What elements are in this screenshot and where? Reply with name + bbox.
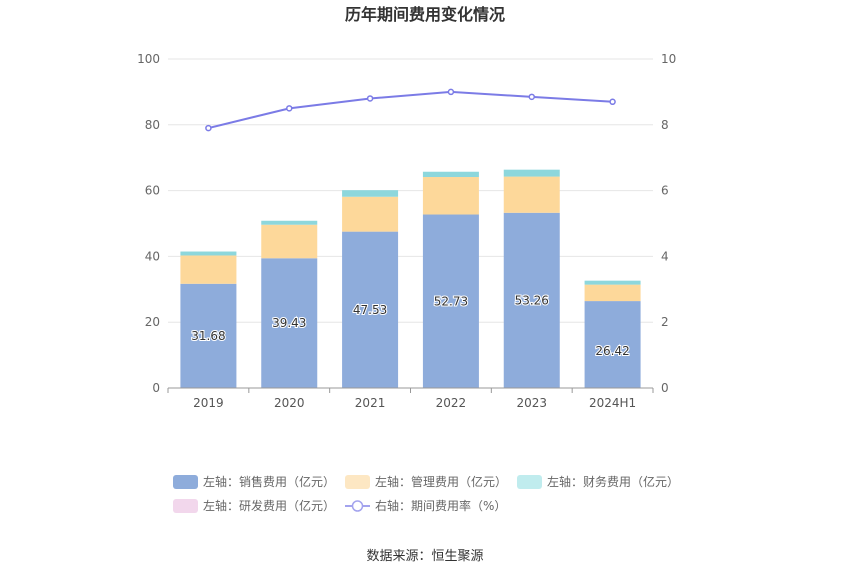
x-tick-label: 2020 (274, 396, 305, 410)
bar-segment (342, 190, 399, 197)
rate-line (208, 90, 613, 130)
right-tick-label: 2 (661, 315, 669, 329)
bar-value-label: 39.43 (272, 316, 306, 330)
bar-segment (180, 251, 237, 256)
left-axis-ticks: 0 20 40 60 80 100 (137, 52, 160, 395)
left-tick-label: 100 (137, 52, 160, 66)
bar-value-label: 26.42 (595, 344, 629, 358)
left-tick-label: 0 (152, 381, 160, 395)
bar-segment (261, 220, 318, 225)
bar-segment (261, 258, 318, 388)
bar-segment (584, 280, 641, 285)
source-note: 数据来源：恒生聚源 (366, 549, 483, 564)
bar-segment (342, 231, 399, 388)
x-axis: 2019 2020 2021 2022 2023 2024H1 (167, 387, 654, 410)
right-tick-label: 6 (661, 184, 669, 198)
right-tick-label: 4 (661, 249, 669, 263)
rate-line-series (205, 88, 616, 132)
bar-data-labels: 31.68 39.43 47.53 52.73 53.26 26.42 (190, 292, 631, 359)
right-axis-ticks: 0 2 4 6 8 10 (661, 52, 676, 395)
legend-label: 左轴：财务费用（亿元） (547, 474, 679, 489)
left-tick-label: 40 (145, 249, 160, 263)
x-tick-label: 2019 (193, 396, 224, 410)
bar-segment (342, 196, 399, 232)
legend-line-marker (351, 500, 364, 512)
bar-segment (261, 224, 318, 259)
legend-label: 左轴：研发费用（亿元） (203, 498, 335, 513)
legend-swatch (173, 499, 198, 513)
rate-point (286, 105, 293, 112)
left-tick-label: 80 (145, 118, 160, 132)
legend-swatch (517, 475, 542, 489)
legend: 左轴：销售费用（亿元） 左轴：管理费用（亿元） 左轴：财务费用（亿元） 左轴：研发费用… (173, 474, 679, 513)
bar-value-label: 52.73 (434, 294, 468, 308)
x-tick-label: 2021 (355, 396, 386, 410)
bar-segment (180, 255, 237, 284)
right-tick-label: 10 (661, 52, 676, 66)
right-tick-label: 8 (661, 118, 669, 132)
bar-value-label: 53.26 (515, 293, 549, 307)
x-tick-label: 2024H1 (589, 396, 636, 410)
legend-swatch (345, 475, 370, 489)
chart-title: 历年期间费用变化情况 (345, 5, 505, 24)
bar-value-label: 47.53 (353, 303, 387, 317)
legend-label: 右轴：期间费用率（%） (375, 498, 506, 513)
left-tick-label: 60 (145, 184, 160, 198)
x-tick-label: 2023 (516, 396, 547, 410)
bar-segment (503, 212, 560, 388)
legend-label: 左轴：管理费用（亿元） (375, 474, 507, 489)
bar-value-label: 31.68 (191, 329, 225, 343)
rate-point (205, 124, 212, 132)
legend-label: 左轴：销售费用（亿元） (203, 474, 335, 489)
legend-swatch (173, 475, 198, 489)
bar-series (180, 169, 641, 388)
rate-point (366, 95, 374, 102)
bar-segment (584, 284, 641, 302)
bar-segment (503, 169, 560, 177)
bar-segment (180, 283, 237, 388)
bar-segment (422, 214, 479, 388)
rate-point (528, 93, 535, 101)
bar-segment (503, 176, 560, 213)
rate-point (447, 88, 455, 96)
left-tick-label: 20 (145, 315, 160, 329)
gridlines (168, 58, 653, 389)
bar-segment (584, 301, 641, 388)
bar-segment (422, 171, 479, 178)
right-tick-label: 0 (661, 381, 669, 395)
bar-segment (422, 177, 479, 215)
rate-point (609, 98, 616, 106)
x-tick-label: 2022 (436, 396, 467, 410)
